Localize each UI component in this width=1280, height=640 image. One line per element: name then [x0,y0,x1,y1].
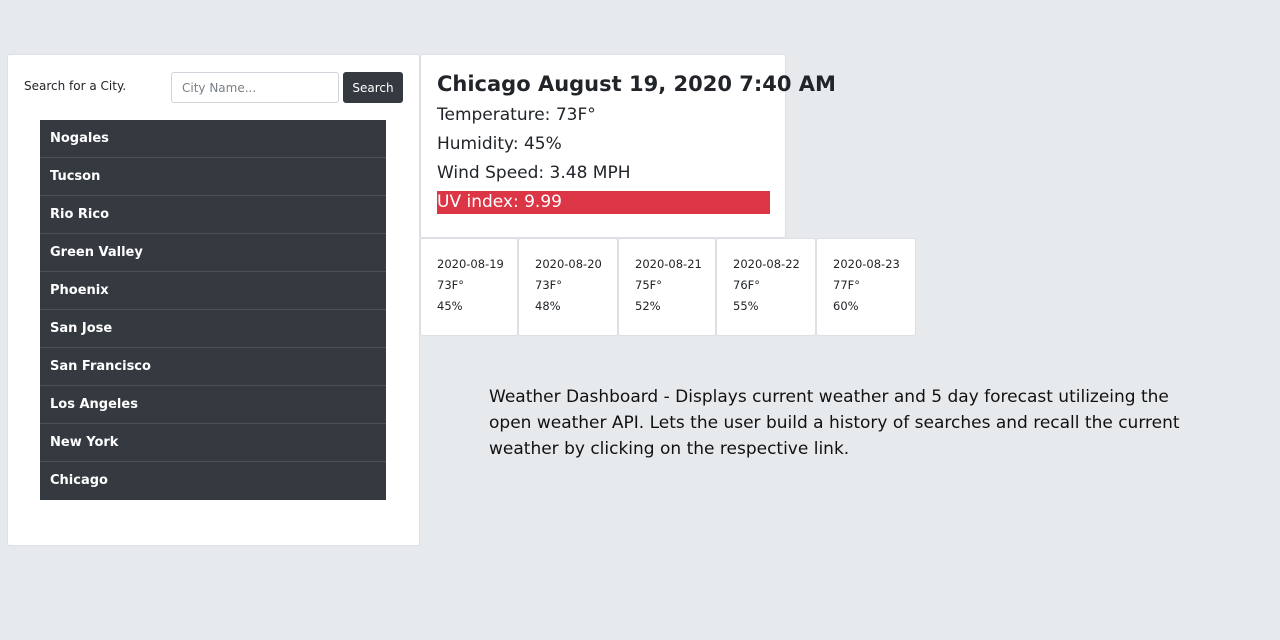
city-item-nogales[interactable]: Nogales [40,120,386,158]
forecast-date: 2020-08-23 [833,257,900,271]
uv-index-badge: UV index: 9.99 [437,191,770,214]
city-item-los-angeles[interactable]: Los Angeles [40,386,386,424]
forecast-card: 2020-08-23 77F° 60% [816,238,916,336]
forecast-date: 2020-08-22 [733,257,800,271]
forecast-humidity: 45% [437,299,463,313]
city-item-new-york[interactable]: New York [40,424,386,462]
city-item-san-francisco[interactable]: San Francisco [40,348,386,386]
forecast-temperature: 77F° [833,278,860,292]
city-item-chicago[interactable]: Chicago [50,473,108,488]
city-item-tucson[interactable]: Tucson [40,158,386,196]
city-item-phoenix[interactable]: Phoenix [40,272,386,310]
current-wind-speed: Wind Speed: 3.48 MPH [437,163,631,183]
forecast-card: 2020-08-20 73F° 48% [518,238,618,336]
forecast-date: 2020-08-19 [437,257,504,271]
forecast-temperature: 73F° [437,278,464,292]
forecast-humidity: 48% [535,299,561,313]
current-temperature: Temperature: 73F° [437,105,596,125]
forecast-card: 2020-08-19 73F° 45% [420,238,518,336]
city-history-list: Nogales Tucson Rio Rico Green Valley Pho… [40,120,386,500]
forecast-card: 2020-08-22 76F° 55% [716,238,816,336]
current-humidity: Humidity: 45% [437,134,562,154]
search-button[interactable]: Search [343,72,403,103]
forecast-card: 2020-08-21 75F° 52% [618,238,716,336]
forecast-humidity: 60% [833,299,859,313]
forecast-date: 2020-08-21 [635,257,702,271]
current-weather-card: Chicago August 19, 2020 7:40 AM Temperat… [420,54,836,238]
city-search-input[interactable] [171,72,339,103]
search-label: Search for a City. [24,79,127,93]
forecast-temperature: 73F° [535,278,562,292]
city-item-green-valley[interactable]: Green Valley [40,234,386,272]
forecast-humidity: 52% [635,299,661,313]
forecast-temperature: 75F° [635,278,662,292]
forecast-humidity: 55% [733,299,759,313]
forecast-date: 2020-08-20 [535,257,602,271]
city-item-san-jose[interactable]: San Jose [40,310,386,348]
search-panel: Search for a City. Search Nogales Tucson… [7,54,420,546]
city-item-rio-rico[interactable]: Rio Rico [40,196,386,234]
current-city-title: Chicago August 19, 2020 7:40 AM [437,72,836,96]
project-description: Weather Dashboard - Displays current wea… [489,387,1180,459]
forecast-temperature: 76F° [733,278,760,292]
